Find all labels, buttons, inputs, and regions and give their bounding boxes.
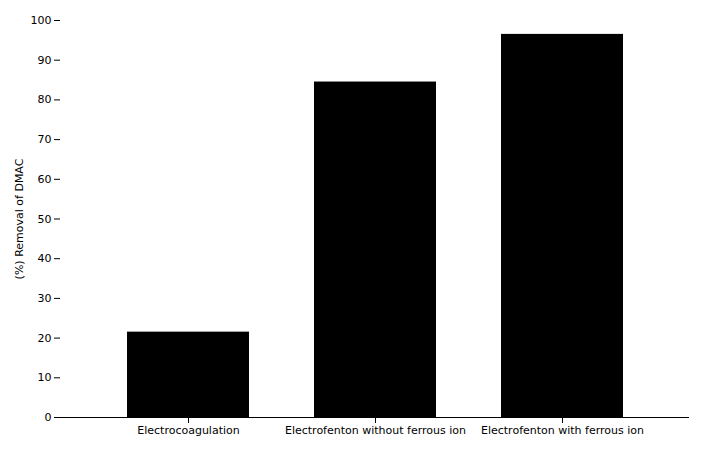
svg-text:100: 100 (31, 14, 52, 27)
svg-text:10: 10 (38, 371, 52, 384)
svg-text:Electrofenton with ferrous ion: Electrofenton with ferrous ion (481, 424, 644, 437)
svg-text:90: 90 (38, 54, 52, 67)
svg-text:50: 50 (38, 213, 52, 226)
svg-text:Electrofenton without ferrous: Electrofenton without ferrous ion (285, 424, 466, 437)
svg-text:0: 0 (45, 411, 52, 424)
svg-text:60: 60 (38, 173, 52, 186)
svg-text:Electrocoagulation: Electrocoagulation (137, 424, 240, 437)
svg-text:80: 80 (38, 93, 52, 106)
svg-text:40: 40 (38, 252, 52, 265)
svg-text:30: 30 (38, 292, 52, 305)
svg-text:(%) Removal of DMAC: (%) Removal of DMAC (13, 158, 26, 279)
svg-text:70: 70 (38, 133, 52, 146)
svg-text:20: 20 (38, 332, 52, 345)
